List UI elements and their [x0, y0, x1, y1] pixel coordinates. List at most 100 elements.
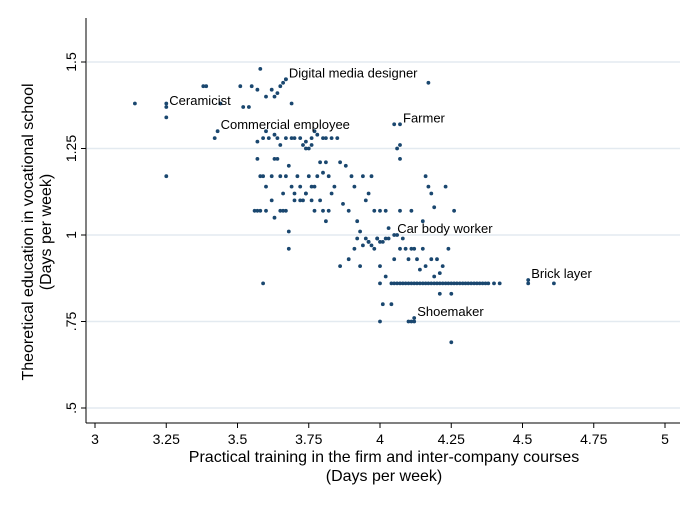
scatter-point: [486, 281, 491, 286]
scatter-point: [164, 115, 169, 120]
scatter-point: [264, 184, 268, 189]
scatter-point: [457, 281, 462, 286]
x-tick-label: 3: [91, 431, 99, 447]
scatter-point: [321, 170, 325, 175]
x-axis-title-line2: (Days per week): [326, 468, 442, 485]
scatter-point: [443, 184, 448, 189]
scatter-point: [281, 208, 285, 213]
scatter-point: [477, 281, 482, 286]
scatter-point: [415, 281, 419, 286]
scatter-point: [249, 84, 254, 89]
scatter-point: [432, 274, 437, 279]
x-tick-label: 3.25: [153, 431, 180, 447]
annotated-point: [164, 105, 169, 109]
scatter-point: [346, 257, 351, 262]
scatter-point: [378, 281, 382, 286]
scatter-point: [389, 302, 394, 307]
scatter-point: [301, 143, 305, 147]
scatter-point: [304, 139, 308, 144]
scatter-point: [426, 80, 431, 85]
scatter-point: [395, 281, 399, 286]
point-annotation-label: Brick layer: [531, 266, 592, 281]
scatter-point: [372, 246, 377, 251]
annotated-point: [412, 316, 417, 320]
scatter-point: [318, 198, 322, 203]
scatter-point: [409, 208, 414, 213]
scatter-point: [292, 136, 297, 141]
scatter-point: [398, 246, 402, 251]
x-tick-label: 4.75: [580, 431, 607, 447]
scatter-point: [312, 184, 317, 189]
scatter-point: [366, 191, 371, 196]
scatter-point: [218, 101, 223, 106]
scatter-point: [423, 174, 428, 179]
scatter-point: [286, 246, 291, 251]
scatter-point: [392, 281, 397, 286]
annotated-point: [392, 233, 397, 237]
scatter-point: [258, 67, 263, 71]
y-tick-label: 1.5: [63, 52, 79, 72]
scatter-point: [258, 208, 263, 213]
scatter-point: [437, 291, 442, 296]
scatter-point: [264, 94, 268, 99]
x-tick-label: 5: [661, 431, 669, 447]
scatter-point: [423, 264, 428, 268]
scatter-point: [321, 208, 325, 213]
scatter-point: [255, 139, 260, 144]
scatter-point: [412, 281, 417, 286]
scatter-point: [318, 160, 322, 165]
scatter-point: [304, 191, 308, 196]
scatter-point: [238, 84, 243, 89]
point-annotation-label: Commercial employee: [221, 117, 350, 132]
point-annotation-label: Car body worker: [397, 221, 493, 236]
scatter-point: [380, 240, 385, 244]
scatter-point: [309, 184, 314, 189]
scatter-point: [383, 236, 388, 241]
scatter-point: [338, 160, 342, 165]
scatter-point: [375, 236, 380, 241]
scatter-point: [389, 281, 394, 286]
scatter-point: [412, 246, 417, 251]
scatter-point: [326, 208, 331, 213]
scatter-point: [352, 184, 357, 189]
scatter-point: [312, 208, 317, 213]
scatter-point: [306, 174, 311, 179]
scatter-point: [298, 184, 303, 189]
scatter-point: [392, 122, 397, 127]
scatter-point: [272, 157, 277, 161]
y-tick-label: 1.25: [63, 135, 79, 162]
scatter-point: [278, 143, 283, 147]
scatter-point: [278, 174, 283, 179]
x-tick-label: 4: [376, 431, 384, 447]
data-points: [133, 67, 556, 345]
annotated-point: [215, 129, 220, 134]
scatter-point: [324, 136, 328, 141]
scatter-point: [363, 198, 368, 203]
scatter-point: [386, 226, 391, 231]
scatter-point: [409, 281, 414, 286]
scatter-point: [400, 236, 405, 241]
scatter-point: [466, 281, 471, 286]
scatter-point: [275, 91, 280, 95]
scatter-point: [289, 101, 294, 106]
scatter-point: [406, 257, 411, 262]
scatter-point: [432, 281, 437, 286]
scatter-point: [380, 302, 385, 307]
scatter-point: [258, 174, 263, 179]
scatter-point: [349, 174, 354, 179]
annotated-point: [284, 77, 288, 82]
scatter-point: [440, 264, 445, 268]
scatter-point: [201, 84, 206, 89]
scatter-point: [429, 281, 434, 286]
scatter-point: [452, 208, 456, 213]
scatter-point: [164, 101, 169, 106]
scatter-point: [324, 219, 328, 224]
scatter-point: [261, 281, 265, 286]
scatter-point: [403, 281, 408, 286]
scatter-point: [378, 319, 382, 324]
grid-lines: [87, 61, 680, 409]
scatter-point: [278, 208, 283, 213]
scatter-point: [552, 281, 556, 286]
scatter-point: [346, 208, 351, 213]
annotated-point: [526, 278, 531, 282]
